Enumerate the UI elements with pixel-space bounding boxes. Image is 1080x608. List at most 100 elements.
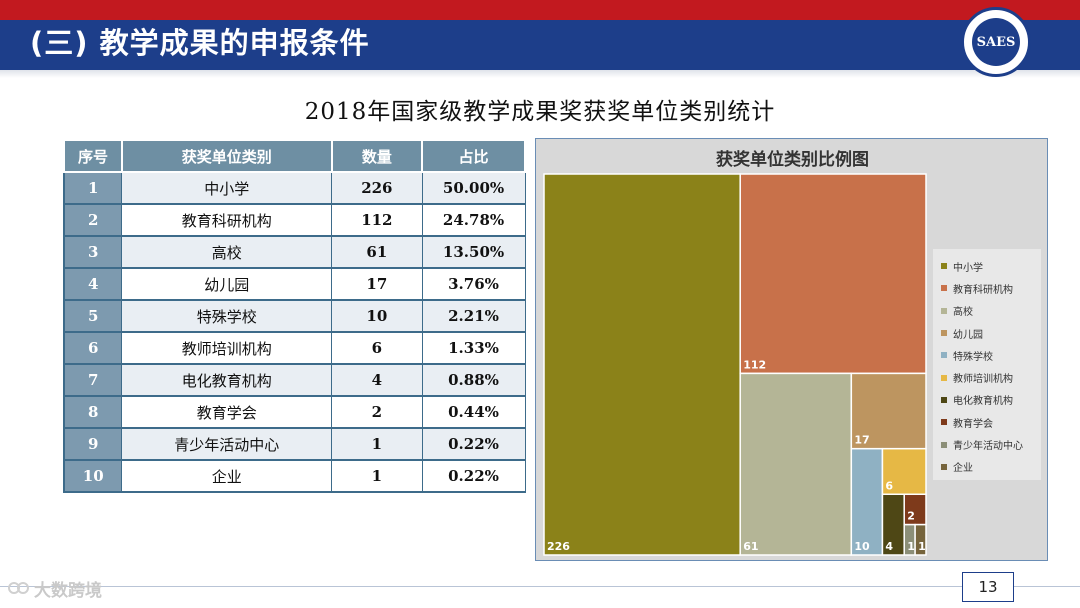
legend-item: 中小学 xyxy=(941,255,1041,277)
chart-title: 获奖单位类别比例图 xyxy=(716,150,869,170)
table-header-row: 序号 获奖单位类别 数量 占比 xyxy=(63,139,526,173)
row-percent: 0.44% xyxy=(421,395,526,429)
watermark: 大数跨境 xyxy=(8,576,102,601)
treemap-value-label: 1 xyxy=(907,540,915,553)
saes-logo: SAES xyxy=(961,7,1031,77)
legend-item: 教育科研机构 xyxy=(941,277,1041,299)
header-percent: 占比 xyxy=(421,139,526,173)
legend-label: 特殊学校 xyxy=(953,351,993,363)
row-percent: 1.33% xyxy=(421,331,526,365)
row-count: 10 xyxy=(331,299,423,333)
table-row: 9 青少年活动中心 1 0.22% xyxy=(63,427,526,461)
footer-line xyxy=(0,586,1080,587)
row-index: 10 xyxy=(63,459,123,493)
row-index: 5 xyxy=(63,299,123,333)
header-count: 数量 xyxy=(330,139,424,173)
header-index: 序号 xyxy=(63,139,123,173)
header-red-strip xyxy=(0,0,1080,20)
row-percent: 50.00% xyxy=(421,171,526,205)
row-count: 4 xyxy=(331,363,423,397)
legend-swatch xyxy=(941,263,947,270)
row-index: 6 xyxy=(63,331,123,365)
treemap-tile-4 xyxy=(850,372,927,450)
legend-item: 特殊学校 xyxy=(941,344,1041,366)
legend-item: 电化教育机构 xyxy=(941,389,1041,411)
treemap-value-label: 6 xyxy=(885,479,893,492)
legend-label: 教育学会 xyxy=(953,418,993,430)
treemap-value-label: 4 xyxy=(885,540,893,553)
row-category: 教育学会 xyxy=(121,395,333,429)
legend-swatch xyxy=(941,419,947,426)
legend-swatch xyxy=(941,441,947,448)
row-percent: 13.50% xyxy=(421,235,526,269)
treemap-value-label: 10 xyxy=(854,540,870,553)
legend-label: 教育科研机构 xyxy=(953,284,1013,296)
table-row: 5 特殊学校 10 2.21% xyxy=(63,299,526,333)
treemap-value-label: 61 xyxy=(743,540,758,553)
row-category: 幼儿园 xyxy=(121,267,333,301)
legend-swatch xyxy=(941,330,947,337)
legend-label: 教师培训机构 xyxy=(953,374,1013,386)
row-percent: 3.76% xyxy=(421,267,526,301)
table-row: 4 幼儿园 17 3.76% xyxy=(63,267,526,301)
section-title: (三) 教学成果的申报条件 xyxy=(30,26,370,60)
row-count: 6 xyxy=(331,331,423,365)
treemap-plot: 226 112 61 17 10 6 4 2 1 1 xyxy=(543,173,927,556)
row-count: 1 xyxy=(331,459,423,493)
legend-label: 企业 xyxy=(953,463,973,475)
treemap-value-label: 112 xyxy=(743,358,766,371)
row-index: 3 xyxy=(63,235,123,269)
row-count: 1 xyxy=(331,427,423,461)
table-row: 1 中小学 226 50.00% xyxy=(63,171,526,205)
treemap-value-label: 17 xyxy=(854,434,869,447)
row-index: 2 xyxy=(63,203,123,237)
row-percent: 24.78% xyxy=(421,203,526,237)
row-index: 4 xyxy=(63,267,123,301)
row-count: 226 xyxy=(331,171,423,205)
legend-swatch xyxy=(941,374,947,381)
table-row: 7 电化教育机构 4 0.88% xyxy=(63,363,526,397)
saes-logo-mark: SAES xyxy=(972,18,1020,66)
award-table: 序号 获奖单位类别 数量 占比 1 中小学 226 50.00% 2 教育科研机构 112… xyxy=(63,139,526,493)
header-category: 获奖单位类别 xyxy=(120,139,333,173)
row-count: 2 xyxy=(331,395,423,429)
treemap-tile-1 xyxy=(543,173,741,556)
row-category: 高校 xyxy=(121,235,333,269)
row-index: 9 xyxy=(63,427,123,461)
treemap-value-label: 2 xyxy=(907,510,915,523)
legend-label: 青少年活动中心 xyxy=(953,441,1023,453)
watermark-logo-icon xyxy=(8,582,29,594)
row-category: 特殊学校 xyxy=(121,299,333,333)
legend-swatch xyxy=(941,396,947,403)
treemap-value-label: 1 xyxy=(918,540,926,553)
row-category: 企业 xyxy=(121,459,333,493)
table-row: 10 企业 1 0.22% xyxy=(63,459,526,493)
row-category: 青少年活动中心 xyxy=(121,427,333,461)
row-category: 教育科研机构 xyxy=(121,203,333,237)
chart-legend: 中小学教育科研机构 高校幼儿园特殊学校教师培训机构电化教育机构教育学会青少年活动中… xyxy=(933,249,1041,480)
table-row: 3 高校 61 13.50% xyxy=(63,235,526,269)
legend-item: 企业 xyxy=(941,456,1041,478)
legend-label: 幼儿园 xyxy=(953,329,983,341)
treemap-tile-2 xyxy=(739,173,927,375)
row-percent: 0.88% xyxy=(421,363,526,397)
row-category: 中小学 xyxy=(121,171,333,205)
table-row: 2 教育科研机构 112 24.78% xyxy=(63,203,526,237)
legend-item: 高校 xyxy=(941,300,1041,322)
watermark-text: 大数跨境 xyxy=(34,580,102,601)
legend-item: 教师培训机构 xyxy=(941,366,1041,388)
legend-item: 教育学会 xyxy=(941,411,1041,433)
treemap-value-label: 226 xyxy=(547,540,570,553)
row-index: 8 xyxy=(63,395,123,429)
legend-label: 高校 xyxy=(953,307,973,319)
header-bar xyxy=(0,20,1080,70)
header-shadow xyxy=(0,70,1080,78)
row-category: 教师培训机构 xyxy=(121,331,333,365)
row-index: 7 xyxy=(63,363,123,397)
legend-swatch xyxy=(941,463,947,470)
page-title: 2018年国家级教学成果奖获奖单位类别统计 xyxy=(304,99,776,125)
page-number: 13 xyxy=(962,572,1014,602)
row-percent: 0.22% xyxy=(421,427,526,461)
row-category: 电化教育机构 xyxy=(121,363,333,397)
legend-item: 青少年活动中心 xyxy=(941,433,1041,455)
